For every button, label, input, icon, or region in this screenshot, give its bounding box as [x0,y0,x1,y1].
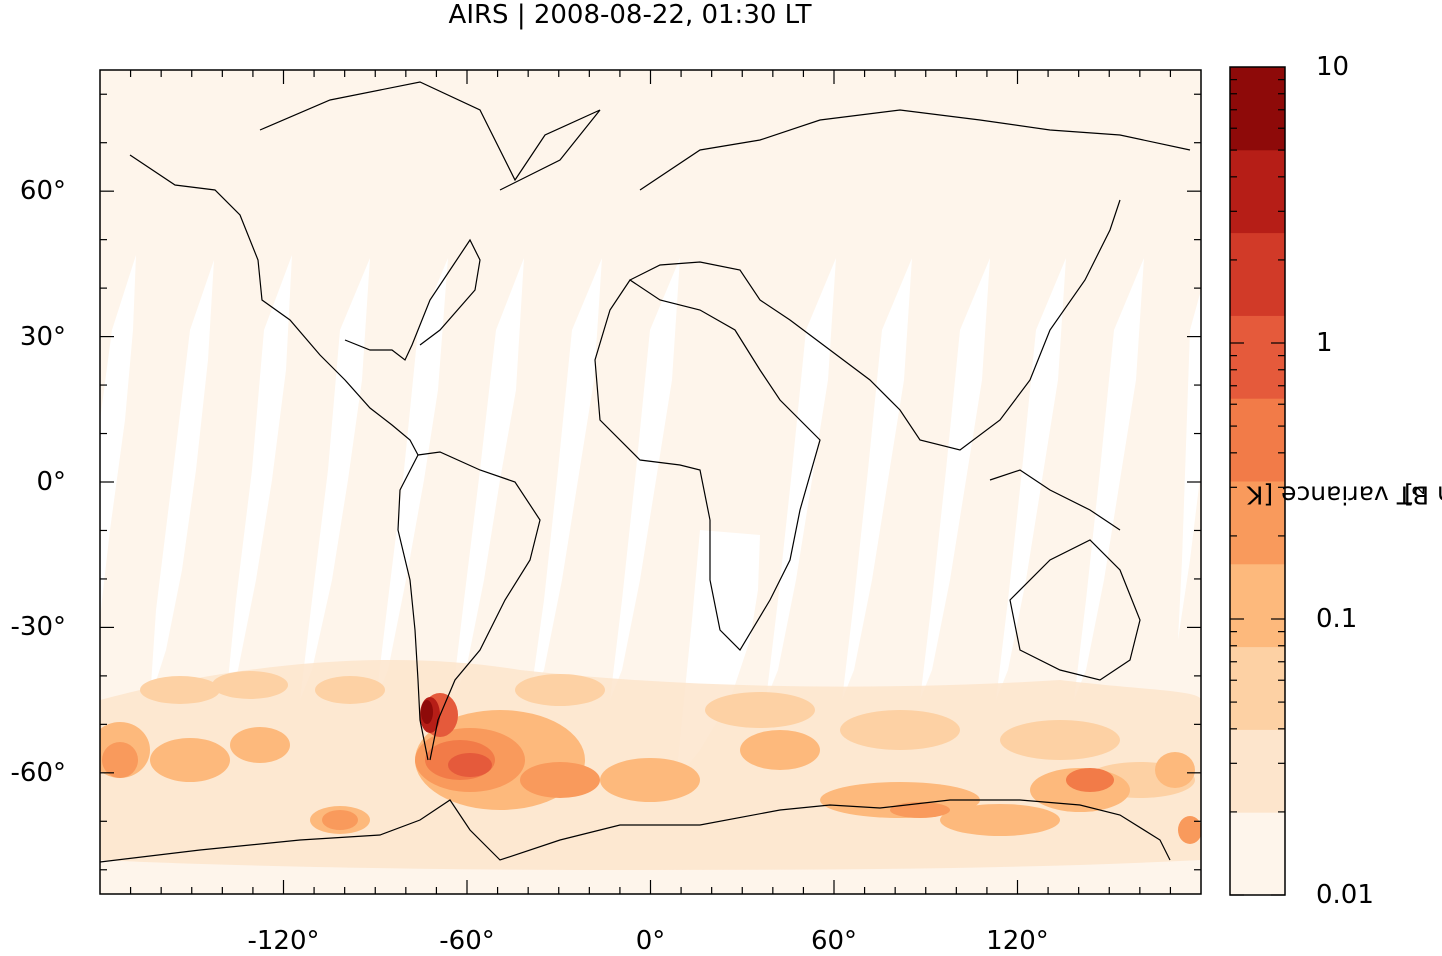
lat-tick-label: -30° [10,612,66,643]
colorbar-ticks [1230,79,1285,896]
colorbar-band [1230,812,1285,896]
colorbar-frame [1229,66,1286,896]
colorbar-band [1230,315,1285,399]
map-title: AIRS | 2008-08-22, 01:30 LT [448,0,812,30]
variance-field [100,660,1201,870]
colorbar-band [1230,67,1285,151]
lat-tick-label: 0° [36,467,66,497]
colorbar-title-close: ] [1403,480,1414,510]
lon-tick-label: 120° [986,926,1049,956]
lon-tick-label: -60° [439,926,495,956]
colorbar-band [1230,149,1285,234]
colorbar-band [1230,646,1285,730]
lon-tick-label: 0° [635,926,666,956]
colorbar-tick-label: 0.1 [1316,604,1358,634]
colorbar-band [1230,729,1285,813]
lat-tick-label: -60° [10,757,66,788]
colorbar-band [1230,563,1285,648]
lat-tick-label: 30° [19,321,66,352]
colorbar-tick-label: 1 [1316,328,1333,358]
tick-marks [100,70,1201,894]
lat-tick-label: 60° [19,176,66,207]
swath-gaps [100,255,1201,780]
lon-tick-label: -120° [247,926,320,956]
coastlines [100,81,1191,863]
colorbar-band [1230,481,1285,565]
colorbar-tick-label: 10 [1316,52,1350,82]
colorbar-band [1230,398,1285,482]
lon-tick-label: 60° [810,926,858,956]
colorbar-tick-label: 0.01 [1316,880,1374,910]
colorbar-band [1230,232,1285,316]
colorbar [1230,67,1285,896]
